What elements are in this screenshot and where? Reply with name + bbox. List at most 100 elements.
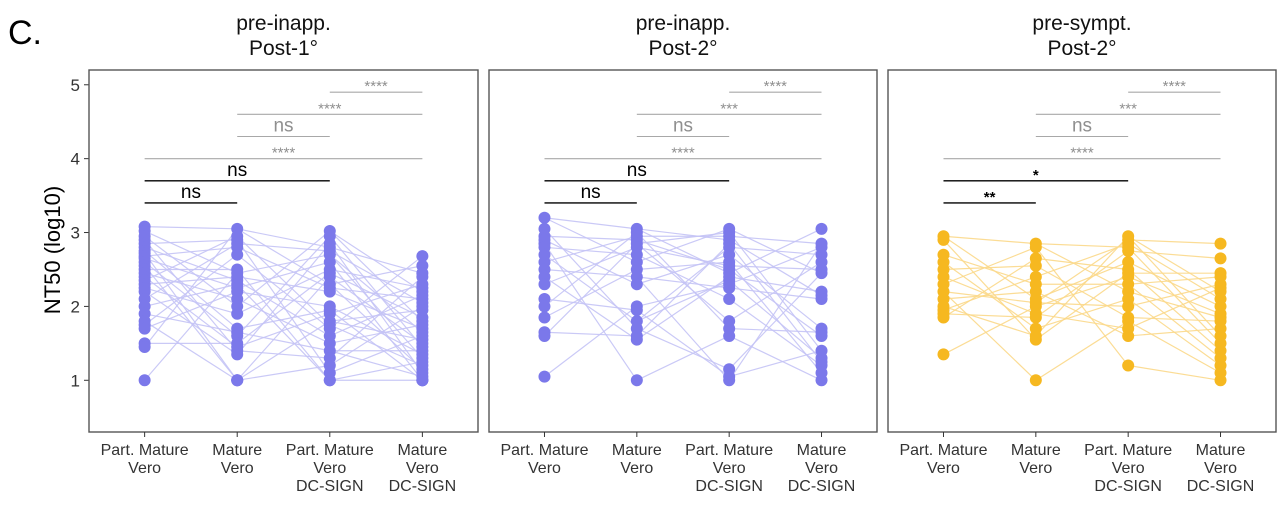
significance-label: ** [984, 189, 996, 206]
pair-line [1035, 298, 1129, 330]
x-tick-label: Mature [1196, 442, 1246, 459]
pair-line [544, 217, 638, 263]
pair-line [636, 239, 730, 271]
pair-line [237, 313, 330, 348]
pair-line [144, 287, 238, 315]
pair-line [943, 239, 1037, 341]
pair-line [329, 324, 423, 344]
pair-line [544, 243, 638, 337]
pair-line [329, 287, 423, 300]
data-point [815, 267, 828, 280]
significance-label: *** [1119, 100, 1137, 117]
pair-line [544, 298, 637, 311]
x-tick-label: Vero [805, 460, 838, 477]
pair-line [1128, 276, 1221, 285]
data-point [815, 329, 828, 342]
data-point [416, 374, 429, 387]
pair-line [729, 327, 822, 333]
data-point [1029, 311, 1042, 324]
x-tick-label: Part. Mature [899, 442, 987, 459]
x-tick-label: Vero [221, 460, 254, 477]
significance-label: ns [627, 160, 647, 181]
data-point [937, 348, 950, 361]
pair-line [236, 283, 331, 381]
pair-line [544, 228, 638, 329]
data-point [630, 333, 643, 346]
chart-panels: pre-inapp.Post-1°12345nsns****ns********… [71, 12, 1277, 495]
significance-label: **** [671, 145, 695, 162]
panel-2: pre-inapp.Post-2°nsns****ns*******Part. … [488, 12, 878, 495]
data-point [231, 307, 244, 320]
pair-line [329, 305, 423, 367]
pair-line [729, 287, 822, 300]
pair-line [1127, 261, 1221, 307]
significance-label: **** [1070, 145, 1094, 162]
pair-line [636, 228, 730, 263]
x-tick-label: Vero [620, 460, 653, 477]
pair-line [144, 226, 238, 230]
pair-line [943, 291, 1036, 304]
data-point [815, 374, 828, 387]
significance-label: **** [272, 145, 296, 162]
pair-line [1128, 316, 1221, 322]
significance-label: ns [181, 182, 201, 203]
pair-line [144, 228, 238, 348]
pair-line [144, 276, 238, 348]
data-point [1122, 329, 1135, 342]
pair-line [728, 268, 822, 337]
pair-line [544, 268, 637, 278]
pair-line [144, 276, 238, 285]
significance-label: * [1033, 167, 1039, 184]
pair-line [236, 276, 331, 381]
data-point [1122, 300, 1135, 313]
data-point [231, 348, 244, 361]
pair-line [236, 268, 331, 315]
panel-title-line: Post-1° [249, 37, 318, 60]
panel-frame [887, 69, 1277, 433]
x-tick-label: DC-SIGN [389, 478, 457, 495]
data-point [630, 278, 643, 291]
pair-line [728, 228, 822, 274]
pair-line [1128, 364, 1221, 381]
pair-line [943, 235, 1036, 245]
x-tick-label: Vero [128, 460, 161, 477]
pair-line [1128, 283, 1221, 307]
pair-line [636, 335, 730, 381]
pair-line [943, 291, 1036, 300]
pair-line [144, 313, 238, 333]
data-point [937, 233, 950, 246]
pair-line [544, 305, 638, 378]
pair-line [544, 254, 638, 322]
data-point [231, 248, 244, 261]
x-tick-label: Vero [313, 460, 346, 477]
data-point [538, 211, 551, 224]
pair-line [636, 261, 730, 271]
pair-line [544, 217, 637, 230]
significance-label: ns [673, 115, 693, 136]
y-tick-label: 3 [71, 224, 80, 243]
pair-line [144, 283, 238, 307]
x-tick-label: Vero [1019, 460, 1052, 477]
pair-line [1128, 250, 1221, 259]
data-point [1029, 333, 1042, 346]
pair-line [1035, 235, 1129, 337]
pair-line [1035, 313, 1129, 330]
data-point [723, 293, 736, 306]
pair-line [329, 320, 423, 341]
pair-line [236, 243, 331, 355]
pair-line [329, 335, 423, 374]
data-point [138, 322, 151, 335]
pair-line [729, 235, 822, 245]
data-point [1122, 359, 1135, 372]
panel-title-line: pre-inapp. [636, 12, 731, 35]
data-point [416, 250, 429, 263]
panel-title-line: pre-sympt. [1032, 12, 1131, 35]
pair-line [544, 235, 637, 241]
pair-line [144, 257, 238, 289]
pair-line [329, 268, 423, 289]
pair-line [329, 361, 423, 381]
x-tick-label: DC-SIGN [788, 478, 856, 495]
pair-line [636, 228, 730, 241]
pair-line [329, 230, 423, 293]
